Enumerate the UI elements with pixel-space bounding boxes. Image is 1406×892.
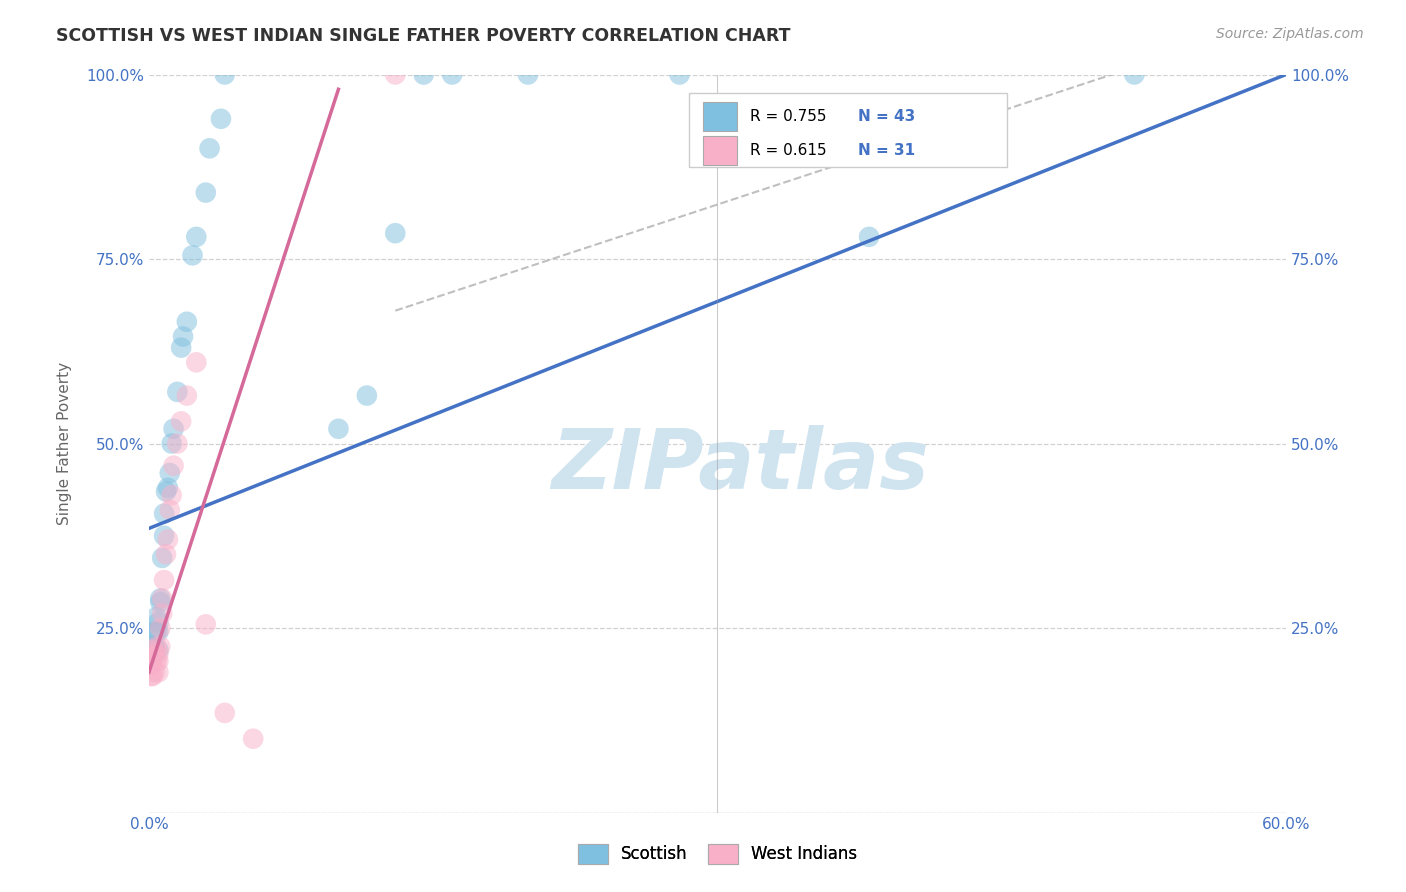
West Indians (148, 654, 170, 668)
West Indians (142, 669, 165, 683)
Scottish (668, 68, 690, 82)
Scottish (155, 484, 177, 499)
Scottish (441, 68, 464, 82)
West Indians (176, 388, 198, 402)
West Indians (156, 533, 179, 547)
West Indians (194, 617, 217, 632)
West Indians (186, 355, 208, 369)
Scottish (176, 315, 198, 329)
Text: R = 0.755: R = 0.755 (751, 109, 827, 124)
Scottish (181, 248, 204, 262)
Scottish (156, 481, 179, 495)
Scottish (139, 647, 162, 661)
FancyBboxPatch shape (703, 102, 737, 131)
Scottish (142, 647, 165, 661)
Scottish (142, 640, 165, 654)
West Indians (155, 547, 177, 561)
Scottish (148, 615, 170, 629)
West Indians (214, 706, 236, 720)
Scottish (356, 388, 378, 402)
Scottish (159, 466, 181, 480)
Scottish (186, 230, 208, 244)
West Indians (159, 503, 181, 517)
West Indians (160, 488, 183, 502)
West Indians (162, 458, 184, 473)
Text: N = 43: N = 43 (859, 109, 915, 124)
Scottish (198, 141, 221, 155)
Scottish (145, 610, 167, 624)
Scottish (516, 68, 538, 82)
Text: SCOTTISH VS WEST INDIAN SINGLE FATHER POVERTY CORRELATION CHART: SCOTTISH VS WEST INDIAN SINGLE FATHER PO… (56, 27, 790, 45)
Text: R = 0.615: R = 0.615 (751, 143, 827, 158)
Scottish (139, 647, 162, 661)
FancyBboxPatch shape (703, 136, 737, 165)
West Indians (145, 654, 167, 668)
Scottish (142, 643, 165, 657)
Scottish (194, 186, 217, 200)
Scottish (412, 68, 434, 82)
West Indians (153, 573, 176, 587)
Scottish (209, 112, 232, 126)
Text: N = 31: N = 31 (859, 143, 915, 158)
West Indians (139, 669, 162, 683)
Scottish (172, 329, 194, 343)
Scottish (1123, 68, 1146, 82)
West Indians (142, 643, 165, 657)
Scottish (149, 595, 172, 609)
Text: ZIPatlas: ZIPatlas (551, 425, 929, 506)
Y-axis label: Single Father Poverty: Single Father Poverty (58, 362, 72, 525)
West Indians (148, 647, 170, 661)
West Indians (139, 657, 162, 672)
West Indians (242, 731, 264, 746)
FancyBboxPatch shape (689, 93, 1007, 167)
Scottish (153, 507, 176, 521)
West Indians (143, 647, 166, 661)
Scottish (139, 647, 162, 661)
West Indians (384, 68, 406, 82)
Scottish (858, 230, 880, 244)
West Indians (139, 650, 162, 665)
Scottish (149, 591, 172, 606)
West Indians (149, 640, 172, 654)
West Indians (166, 436, 188, 450)
Scottish (162, 422, 184, 436)
Scottish (160, 436, 183, 450)
Scottish (148, 643, 170, 657)
Scottish (214, 68, 236, 82)
Scottish (143, 640, 166, 654)
Scottish (384, 226, 406, 240)
Legend: Scottish, West Indians: Scottish, West Indians (571, 837, 863, 871)
Scottish (143, 624, 166, 639)
Scottish (153, 529, 176, 543)
West Indians (143, 665, 166, 680)
West Indians (150, 591, 173, 606)
West Indians (142, 650, 165, 665)
Scottish (143, 643, 166, 657)
West Indians (145, 640, 167, 654)
Scottish (328, 422, 350, 436)
West Indians (150, 607, 173, 621)
Scottish (150, 550, 173, 565)
Scottish (170, 341, 193, 355)
Scottish (148, 624, 170, 639)
Scottish (166, 384, 188, 399)
Text: Source: ZipAtlas.com: Source: ZipAtlas.com (1216, 27, 1364, 41)
West Indians (148, 665, 170, 680)
West Indians (149, 621, 172, 635)
Scottish (145, 624, 167, 639)
West Indians (170, 414, 193, 428)
